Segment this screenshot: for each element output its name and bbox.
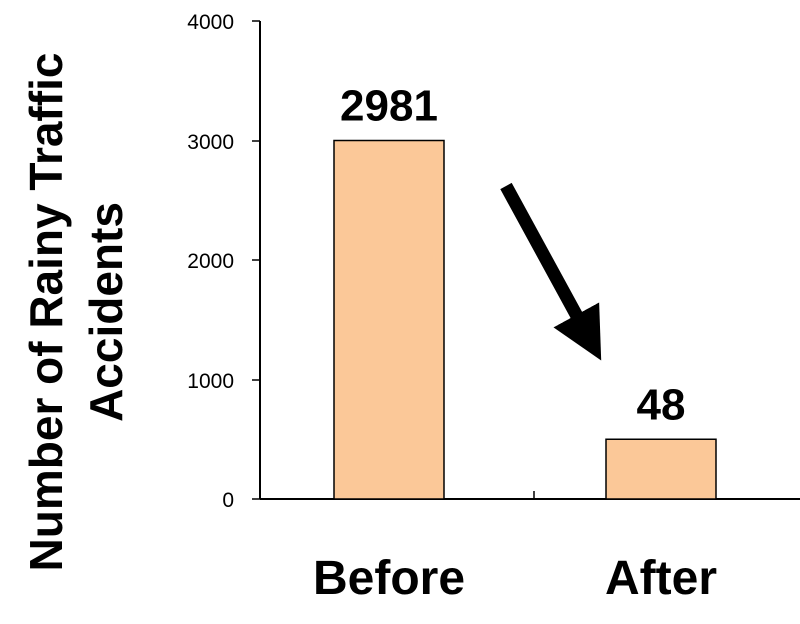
y-tick-label-0: 0 [222, 489, 234, 512]
y-axis-title-line-1: Number of Rainy Traffic [20, 53, 72, 572]
decrease-arrow-icon [506, 186, 590, 340]
y-tick-label-4000: 4000 [187, 11, 234, 34]
bar-after [606, 439, 716, 499]
bar-before [334, 141, 444, 500]
y-tick-1000: 1000 [187, 370, 260, 393]
y-axis-title-line-2: Accidents [80, 202, 132, 422]
y-tick-3000: 3000 [187, 131, 260, 154]
y-tick-label-1000: 1000 [187, 370, 234, 393]
y-tick-2000: 2000 [187, 250, 260, 273]
data-label-before: 2981 [340, 82, 438, 131]
data-label-after: 48 [637, 380, 686, 429]
category-label-after: After [605, 552, 717, 605]
y-tick-label-3000: 3000 [187, 131, 234, 154]
category-label-before: Before [313, 552, 465, 605]
y-tick-0: 0 [222, 489, 260, 512]
y-tick-label-2000: 2000 [187, 250, 234, 273]
y-tick-4000: 4000 [187, 11, 260, 34]
